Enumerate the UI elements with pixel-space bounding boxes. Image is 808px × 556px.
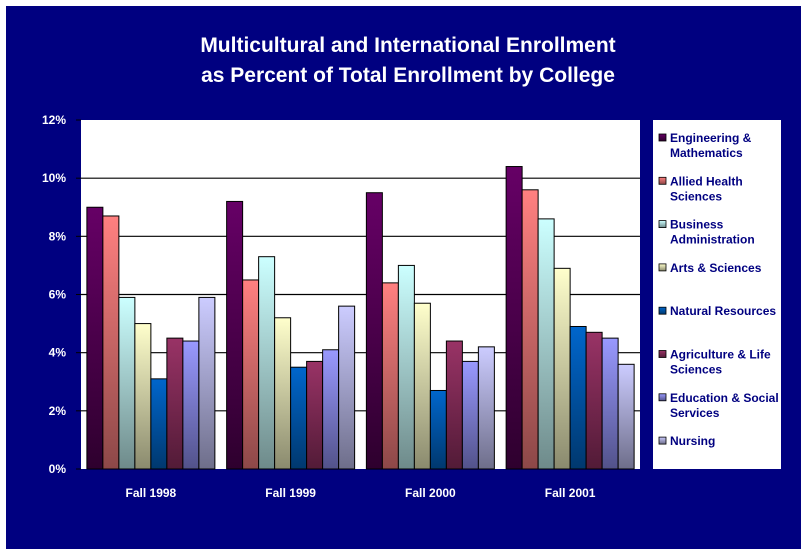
bar-engineering-mathematics-fall-2001	[505, 166, 523, 470]
bar-business-administration-fall-2000	[397, 264, 415, 470]
bar-engineering-mathematics-fall-2000	[365, 192, 383, 470]
legend-swatch	[658, 393, 667, 402]
legend-label: Agriculture & Life	[670, 348, 771, 362]
bar-education-social-services-fall-1998	[182, 340, 200, 470]
y-tick-label: 8%	[49, 229, 67, 243]
bar-agriculture-life-sciences-fall-1999	[306, 360, 324, 470]
y-tick-label: 10%	[42, 171, 66, 185]
legend-swatch	[658, 306, 667, 315]
legend-label: Nursing	[670, 434, 715, 448]
bar-agriculture-life-sciences-fall-2001	[585, 331, 603, 470]
bar-education-social-services-fall-1999	[322, 349, 340, 470]
legend-label: Sciences	[670, 363, 722, 377]
bar-natural-resources-fall-2001	[569, 325, 587, 470]
legend-label: Business	[670, 218, 724, 232]
y-tick-label: 6%	[49, 288, 67, 302]
y-tick-label: 4%	[49, 346, 67, 360]
bar-business-administration-fall-1999	[258, 256, 276, 470]
x-axis-category-labels: Fall 1998 Fall 1999 Fall 2000 Fall 2001	[126, 486, 596, 500]
legend-label: Engineering &	[670, 131, 752, 145]
legend-swatch	[658, 263, 667, 272]
y-axis-tick-labels: 0% 2% 4% 6% 8% 10% 12%	[42, 113, 66, 476]
legend-swatch	[658, 350, 667, 358]
legend-swatch	[658, 133, 667, 142]
bar-agriculture-life-sciences-fall-1998	[166, 337, 184, 470]
x-category-label: Fall 1998	[126, 486, 177, 500]
bar-natural-resources-fall-1999	[290, 366, 308, 470]
bar-arts-sciences-fall-2001	[553, 267, 571, 470]
chart-title-line-1: Multicultural and International Enrollme…	[200, 34, 615, 57]
bar-education-social-services-fall-2000	[461, 360, 479, 470]
legend-label: Services	[670, 406, 720, 420]
bar-nursing-fall-1999	[338, 305, 356, 470]
bar-business-administration-fall-1998	[118, 296, 136, 470]
bar-natural-resources-fall-2000	[429, 389, 447, 470]
bar-education-social-services-fall-2001	[601, 337, 619, 470]
bar-arts-sciences-fall-2000	[413, 302, 431, 470]
bar-arts-sciences-fall-1998	[134, 323, 152, 470]
bar-allied-health-sciences-fall-2001	[521, 189, 539, 470]
bar-nursing-fall-2001	[617, 363, 635, 470]
bar-allied-health-sciences-fall-1999	[242, 279, 260, 470]
x-category-label: Fall 1999	[265, 486, 316, 500]
chart-title-line-2: as Percent of Total Enrollment by Colleg…	[201, 64, 615, 87]
bar-natural-resources-fall-1998	[150, 378, 168, 470]
legend-label: Sciences	[670, 189, 722, 203]
legend-label: Administration	[670, 233, 755, 247]
bar-arts-sciences-fall-1999	[274, 317, 292, 470]
bar-nursing-fall-1998	[198, 296, 216, 470]
legend-box	[653, 120, 781, 469]
legend-label: Mathematics	[670, 146, 743, 160]
legend-swatch	[658, 220, 667, 229]
bar-engineering-mathematics-fall-1999	[226, 200, 244, 470]
bar-allied-health-sciences-fall-2000	[381, 282, 399, 470]
y-tick-label: 12%	[42, 113, 66, 127]
bar-allied-health-sciences-fall-1998	[102, 215, 120, 470]
y-tick-label: 0%	[49, 462, 67, 476]
legend-swatch	[658, 176, 667, 185]
bar-nursing-fall-2000	[477, 346, 495, 470]
legend-label: Natural Resources	[670, 304, 776, 318]
bar-agriculture-life-sciences-fall-2000	[445, 340, 463, 470]
bar-business-administration-fall-2001	[537, 218, 555, 470]
legend-label: Allied Health	[670, 174, 743, 188]
x-category-label: Fall 2001	[545, 486, 596, 500]
bar-engineering-mathematics-fall-1998	[86, 206, 104, 470]
legend-label: Education & Social	[670, 391, 779, 405]
y-tick-label: 2%	[49, 404, 67, 418]
legend-swatch	[658, 436, 667, 445]
legend-label: Arts & Sciences	[670, 261, 762, 275]
bars	[86, 166, 635, 470]
x-category-label: Fall 2000	[405, 486, 456, 500]
